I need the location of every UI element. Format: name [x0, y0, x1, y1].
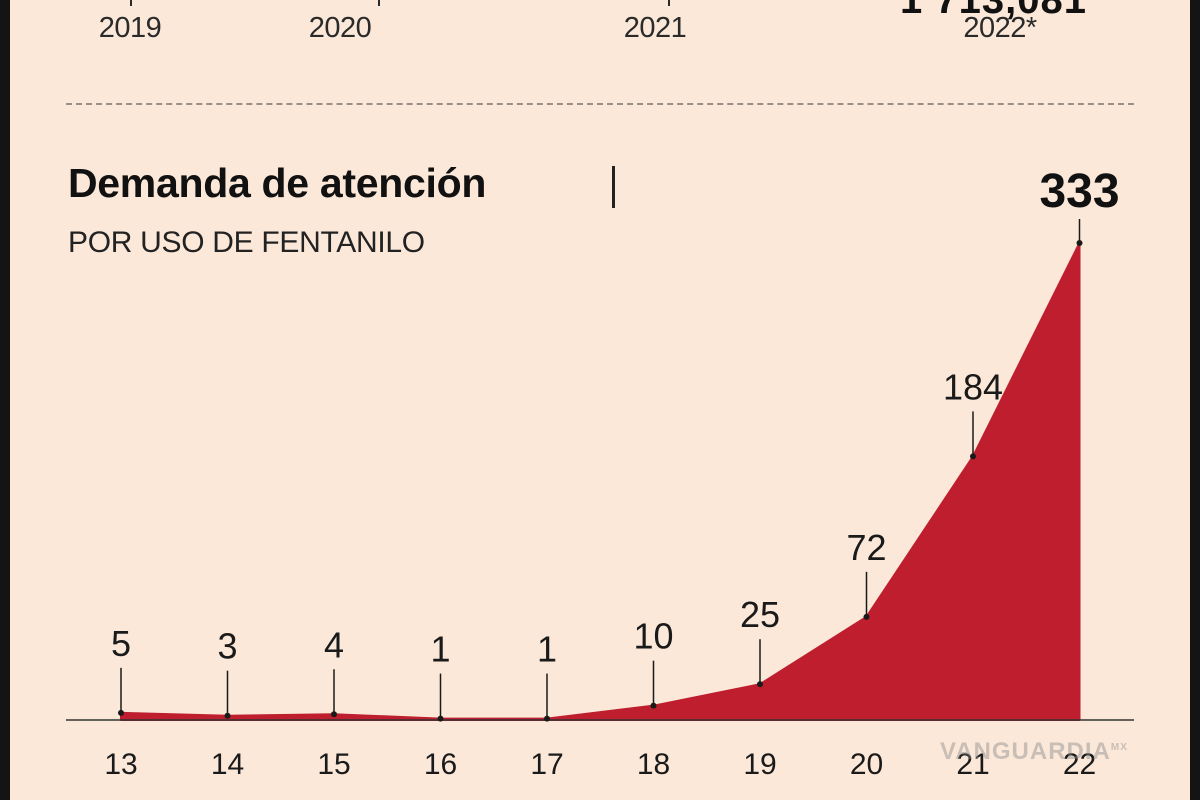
data-point: [544, 715, 550, 722]
previous-chart-strip: 1 713,081 2019 2020 2021 2022*: [10, 0, 1190, 60]
data-point: [650, 702, 657, 709]
x-tick-label: 20: [850, 748, 883, 781]
x-tick-label: 14: [211, 748, 244, 781]
data-point: [757, 681, 763, 688]
x-tick-label: 15: [317, 748, 350, 781]
area-series: [120, 242, 1081, 721]
data-point: [224, 712, 231, 719]
data-label: 4: [324, 624, 344, 665]
x-tick-label: 21: [956, 748, 989, 781]
x-tick-label: 16: [424, 748, 457, 781]
watermark: VANGUARDIAMX: [940, 738, 1128, 766]
x-tick-label: 17: [530, 748, 563, 781]
data-label: 25: [740, 594, 780, 635]
data-point: [437, 715, 444, 722]
dashed-divider: [66, 103, 1134, 105]
data-label: 333: [1039, 165, 1119, 218]
data-point: [863, 613, 870, 620]
x-tick-label: 22: [1063, 748, 1096, 781]
frame-right-border: [1190, 0, 1200, 800]
year-tick: [130, 0, 132, 6]
data-label: 72: [846, 527, 886, 568]
year-tick: [378, 0, 380, 6]
data-point: [970, 453, 976, 460]
data-point: [331, 711, 337, 718]
watermark-suffix: MX: [1110, 742, 1128, 753]
watermark-text: VANGUARDIA: [940, 738, 1111, 765]
chart-subtitle: POR USO DE FENTANILO: [68, 226, 425, 259]
data-label: 1: [537, 629, 557, 670]
frame-left-border: [0, 0, 10, 800]
data-label: 184: [943, 366, 1003, 407]
year-label-2021: 2021: [623, 12, 687, 44]
data-point: [1076, 240, 1083, 246]
data-label: 3: [217, 626, 237, 667]
x-tick-label: 18: [637, 748, 670, 781]
data-label: 1: [430, 629, 450, 670]
data-label: 5: [111, 623, 131, 664]
previous-chart-total: 1 713,081: [900, 0, 1087, 22]
year-label-2022: 2022*: [963, 12, 1037, 44]
x-tick-label: 19: [743, 748, 776, 781]
data-point: [118, 709, 124, 716]
data-label: 10: [633, 616, 673, 657]
year-label-2019: 2019: [98, 12, 162, 44]
year-label-2020: 2020: [308, 12, 372, 44]
x-tick-label: 13: [104, 748, 137, 781]
year-tick: [668, 0, 670, 6]
title-separator-bar: [612, 166, 615, 208]
chart-title: Demanda de atención: [68, 160, 487, 206]
